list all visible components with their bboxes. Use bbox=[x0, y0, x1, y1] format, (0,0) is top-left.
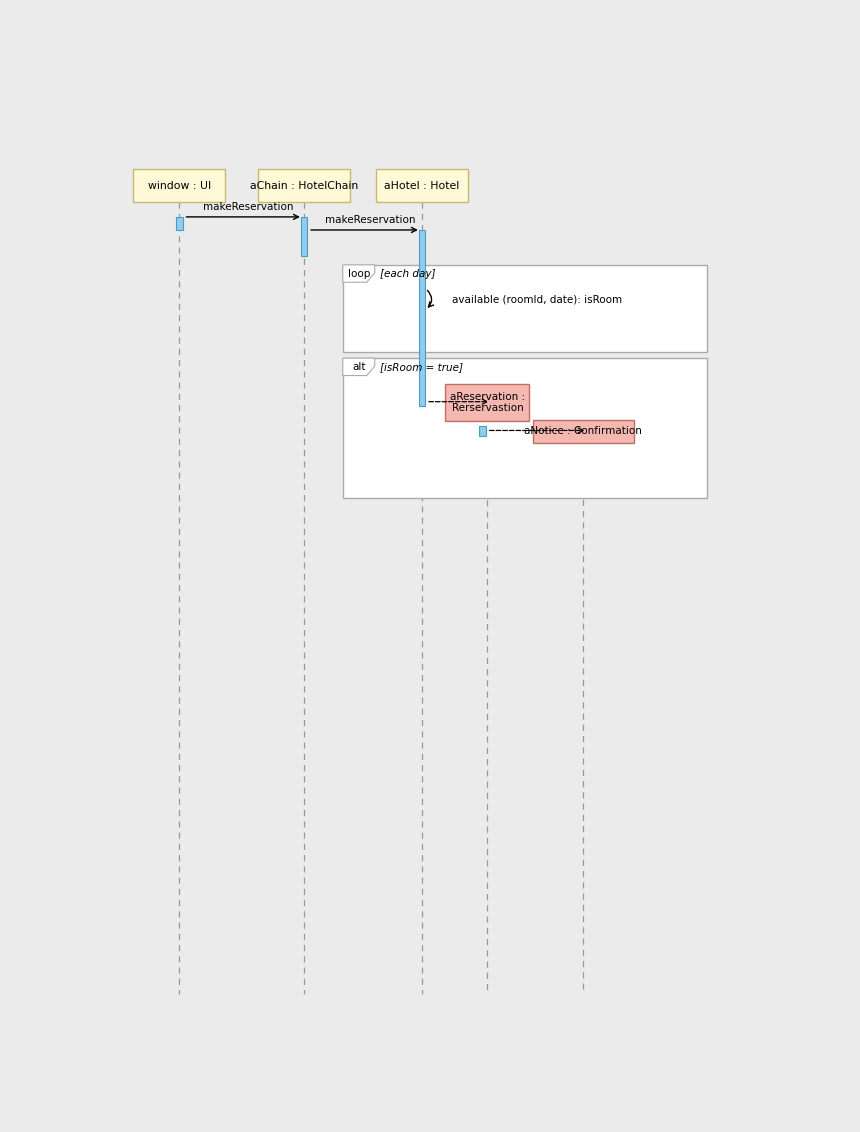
Polygon shape bbox=[343, 358, 375, 376]
FancyBboxPatch shape bbox=[419, 230, 426, 406]
Text: available (roomId, date): isRoom: available (roomId, date): isRoom bbox=[452, 294, 622, 305]
FancyBboxPatch shape bbox=[445, 384, 530, 421]
FancyBboxPatch shape bbox=[258, 169, 350, 203]
Text: aChain : HotelChain: aChain : HotelChain bbox=[250, 180, 359, 190]
FancyBboxPatch shape bbox=[301, 217, 308, 256]
Polygon shape bbox=[343, 265, 375, 282]
Text: aHotel : Hotel: aHotel : Hotel bbox=[384, 180, 460, 190]
FancyBboxPatch shape bbox=[376, 169, 468, 203]
Text: window : UI: window : UI bbox=[148, 180, 211, 190]
Text: loop: loop bbox=[347, 268, 370, 278]
Text: alt: alt bbox=[352, 362, 365, 371]
FancyBboxPatch shape bbox=[343, 265, 707, 352]
Text: [isRoom = true]: [isRoom = true] bbox=[380, 362, 463, 371]
FancyBboxPatch shape bbox=[343, 358, 707, 498]
Text: makeReservation: makeReservation bbox=[324, 215, 415, 225]
Text: aReservation :
Rerservastion: aReservation : Rerservastion bbox=[450, 392, 525, 413]
Text: makeReservation: makeReservation bbox=[203, 201, 294, 212]
FancyBboxPatch shape bbox=[176, 217, 183, 230]
Text: [each day]: [each day] bbox=[380, 268, 436, 278]
FancyBboxPatch shape bbox=[479, 426, 486, 436]
Text: aNotice : Confirmation: aNotice : Confirmation bbox=[525, 427, 642, 436]
FancyBboxPatch shape bbox=[133, 169, 225, 203]
FancyBboxPatch shape bbox=[532, 420, 634, 443]
